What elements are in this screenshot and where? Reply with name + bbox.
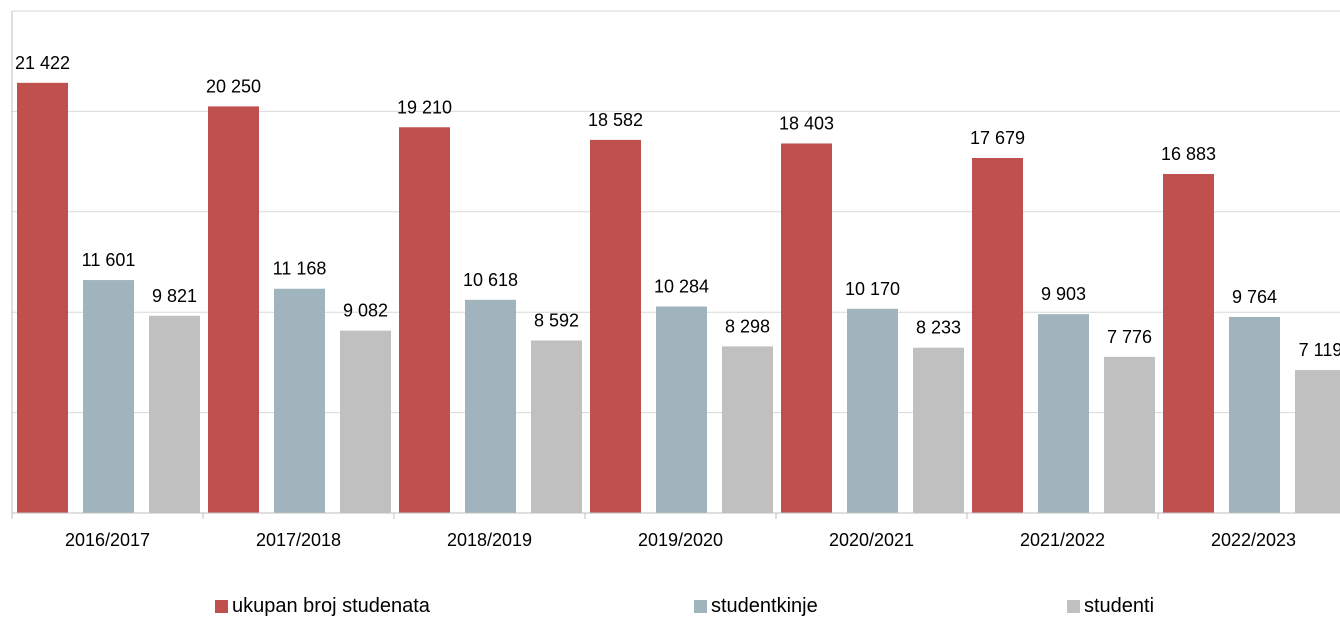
bar-total	[208, 106, 259, 513]
legend-swatch-female	[694, 600, 707, 613]
bar-male	[149, 315, 200, 513]
x-tick-label: 2021/2022	[1020, 530, 1105, 550]
data-label: 19 210	[397, 97, 452, 117]
bar-male	[1104, 356, 1155, 513]
x-tick-label: 2016/2017	[65, 530, 150, 550]
data-label: 18 403	[779, 113, 834, 133]
x-tick-label: 2019/2020	[638, 530, 723, 550]
data-label: 9 764	[1232, 287, 1277, 307]
legend-swatch-male	[1067, 600, 1080, 613]
bar-total	[399, 127, 450, 514]
legend-item-male: studenti	[1067, 595, 1154, 618]
bar-female	[465, 299, 516, 513]
data-label: 17 679	[970, 128, 1025, 148]
bar-total	[781, 143, 832, 513]
bar-male	[1295, 370, 1340, 513]
legend: ukupan broj studenata studentkinje stude…	[0, 595, 1340, 625]
bar-total	[972, 158, 1023, 513]
legend-item-total: ukupan broj studenata	[215, 595, 430, 618]
x-tick-label: 2017/2018	[256, 530, 341, 550]
data-label: 11 168	[273, 259, 327, 279]
bar-female	[1229, 316, 1280, 513]
bar-male	[913, 347, 964, 513]
legend-item-female: studentkinje	[694, 595, 818, 618]
data-label: 10 618	[463, 270, 518, 290]
data-label: 9 082	[343, 301, 388, 321]
bar-male	[531, 340, 582, 513]
bar-female	[274, 288, 325, 513]
bar-male	[340, 330, 391, 513]
data-label: 8 298	[725, 316, 770, 336]
bar-total	[1163, 173, 1214, 513]
data-label: 7 776	[1107, 327, 1152, 347]
data-label: 8 233	[916, 318, 961, 338]
bar-female	[847, 308, 898, 513]
bar-female	[656, 306, 707, 513]
data-label: 7 119	[1299, 340, 1340, 360]
bar-total	[17, 82, 68, 513]
data-label: 18 582	[588, 110, 643, 130]
bar-total	[590, 139, 641, 513]
legend-label-female: studentkinje	[711, 595, 818, 617]
x-tick-label: 2018/2019	[447, 530, 532, 550]
data-label: 20 250	[206, 76, 261, 96]
x-tick-label: 2022/2023	[1211, 530, 1296, 550]
legend-swatch-total	[215, 600, 228, 613]
data-label: 9 821	[152, 286, 197, 306]
data-label: 21 422	[15, 53, 70, 73]
legend-label-total: ukupan broj studenata	[232, 595, 430, 617]
bar-female	[83, 280, 134, 513]
data-label: 16 883	[1161, 144, 1216, 164]
data-label: 9 903	[1041, 284, 1086, 304]
bar-male	[722, 346, 773, 513]
data-label: 11 601	[82, 250, 136, 270]
legend-label-male: studenti	[1084, 595, 1155, 617]
data-label: 10 170	[845, 279, 900, 299]
bar-female	[1038, 314, 1089, 513]
x-tick-label: 2020/2021	[829, 530, 914, 550]
data-label: 8 592	[534, 310, 579, 330]
data-label: 10 284	[654, 276, 709, 296]
